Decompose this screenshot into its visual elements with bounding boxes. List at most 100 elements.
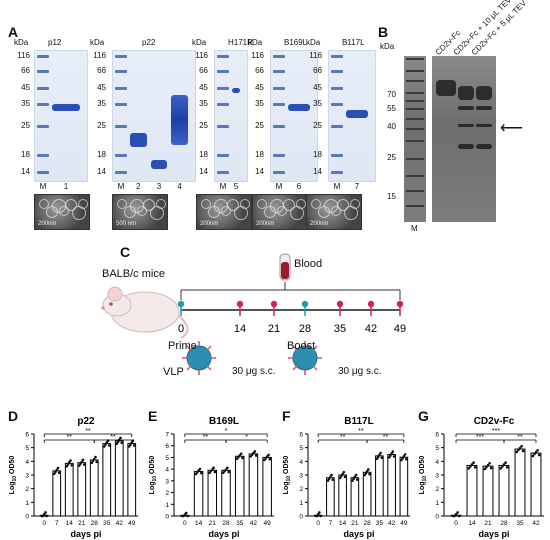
lane-label: M xyxy=(333,182,341,191)
blot-band xyxy=(458,124,474,127)
data-point xyxy=(227,470,231,474)
lane-label: M xyxy=(275,182,283,191)
data-point xyxy=(129,443,132,446)
data-point xyxy=(186,514,189,518)
bar xyxy=(399,456,409,517)
data-point xyxy=(515,450,519,454)
marker-kda-label: 45 xyxy=(199,83,208,92)
y-tick-label: 5 xyxy=(299,445,303,452)
data-point xyxy=(77,464,81,467)
marker-kda-label: 35 xyxy=(199,99,208,108)
y-tick-label: 2 xyxy=(25,486,29,493)
bar xyxy=(102,443,112,517)
data-point xyxy=(400,458,403,462)
timeline-day-label: 28 xyxy=(299,323,311,335)
blot-band xyxy=(458,144,474,149)
data-point xyxy=(392,455,396,458)
data-point xyxy=(472,461,475,464)
ladder-band xyxy=(115,55,127,58)
x-tick-label: 28 xyxy=(364,520,372,527)
vlp-label: VLP xyxy=(163,366,184,378)
data-point xyxy=(79,462,82,465)
chart-title: B117L xyxy=(344,416,373,427)
timeline-marker xyxy=(367,300,375,308)
marker-kda-label: 45 xyxy=(255,83,264,92)
scale-bar-label: 200nm xyxy=(256,221,275,227)
panel-label-f: F xyxy=(282,408,291,424)
y-tick-label: 3 xyxy=(435,473,439,480)
ladder-band xyxy=(331,171,343,174)
bar xyxy=(52,470,62,517)
y-axis-label: Log10 OD50 xyxy=(9,456,18,495)
x-tick-label: 49 xyxy=(264,520,272,527)
lane-label: M xyxy=(39,182,47,191)
y-axis-label: Log10 OD50 xyxy=(283,456,292,495)
data-point xyxy=(454,513,458,516)
gel-title: p12 xyxy=(48,38,62,47)
ladder-band xyxy=(217,87,229,90)
bar xyxy=(466,464,478,517)
panel-label-a: A xyxy=(8,24,19,40)
x-tick-label: 35 xyxy=(516,520,524,527)
x-axis-label: days pi xyxy=(343,529,374,539)
significance-label: * xyxy=(225,428,228,435)
data-point xyxy=(378,453,381,457)
ladder-band xyxy=(115,125,127,128)
timeline-day-label: 35 xyxy=(334,323,346,335)
data-point xyxy=(352,477,355,480)
timeline-marker xyxy=(336,300,344,308)
x-tick-label: 42 xyxy=(388,520,396,527)
timeline-marker xyxy=(396,300,404,308)
data-point xyxy=(56,466,60,470)
protein-band xyxy=(130,133,147,147)
data-point xyxy=(341,472,344,476)
marker-kda-label: 40 xyxy=(387,122,396,131)
timeline-day-label: 42 xyxy=(365,323,377,335)
x-tick-label: 28 xyxy=(222,520,230,527)
x-tick-label: 7 xyxy=(329,520,333,527)
x-axis-label: days pi xyxy=(208,529,239,539)
y-tick-label: 1 xyxy=(165,502,169,509)
data-point xyxy=(489,466,493,470)
significance-label: ** xyxy=(203,434,209,441)
bar xyxy=(248,453,259,517)
y-tick-label: 4 xyxy=(165,467,169,474)
x-tick-label: 49 xyxy=(128,520,136,527)
ladder-band xyxy=(217,154,229,157)
x-tick-label: 0 xyxy=(183,520,187,527)
lane-label: M xyxy=(411,224,418,233)
x-tick-label: 21 xyxy=(209,520,217,527)
ladder-band xyxy=(37,87,49,90)
significance-label: ** xyxy=(110,434,116,441)
scale-bar-label: 200nm xyxy=(200,221,219,227)
y-tick-label: 4 xyxy=(299,459,303,466)
bar xyxy=(262,456,272,517)
ladder-band xyxy=(406,108,424,110)
timeline-day-label: 0 xyxy=(178,323,184,335)
chart-title: B169L xyxy=(209,416,239,427)
y-tick-label: 5 xyxy=(25,445,29,452)
y-tick-label: 4 xyxy=(435,459,439,466)
y-tick-label: 0 xyxy=(25,514,29,521)
em-micrograph: 200nm xyxy=(252,194,308,230)
data-point xyxy=(367,468,370,471)
data-point xyxy=(389,454,392,457)
x-tick-label: 14 xyxy=(195,520,203,527)
ladder-band xyxy=(273,103,285,106)
ladder-band xyxy=(331,125,343,128)
panel-label-c: C xyxy=(120,244,131,260)
ladder-band xyxy=(331,87,343,90)
dose-boost-label: 30 μg s.c. xyxy=(338,366,382,377)
x-tick-label: 21 xyxy=(484,520,492,527)
data-point xyxy=(212,466,215,470)
data-point xyxy=(351,479,354,482)
blot-band xyxy=(476,86,492,100)
x-tick-label: 35 xyxy=(376,520,384,527)
bar xyxy=(387,454,396,517)
panel-label-b: B xyxy=(378,24,389,40)
marker-kda-label: 116 xyxy=(17,51,30,60)
marker-kda-label: 25 xyxy=(21,121,30,130)
y-tick-label: 7 xyxy=(165,432,169,439)
data-point xyxy=(44,511,47,514)
data-point xyxy=(241,456,244,460)
